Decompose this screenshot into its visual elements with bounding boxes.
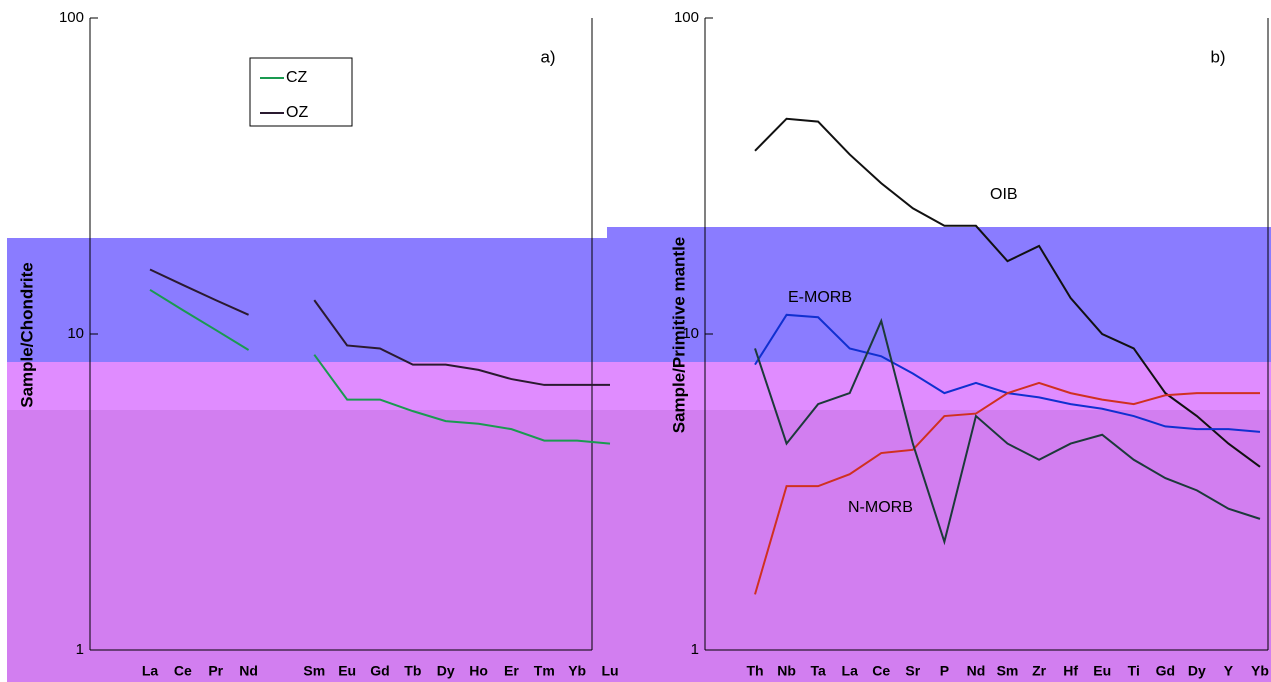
- series-line: [754, 317, 1261, 546]
- x-tick-label: Tm: [534, 663, 555, 679]
- x-tick-label: Er: [504, 663, 519, 679]
- x-tick-label: Nd: [967, 663, 986, 679]
- x-tick-label: Sr: [905, 663, 920, 679]
- series-label: E-MORB: [788, 289, 852, 306]
- series-label: OIB: [990, 186, 1018, 203]
- y-axis-label: Sample/Primitive mantle: [669, 237, 688, 434]
- x-tick-label: Tb: [404, 663, 421, 679]
- x-tick-label: Yb: [1251, 663, 1269, 679]
- x-tick-label: La: [142, 663, 159, 679]
- x-tick-label: Yb: [568, 663, 586, 679]
- overlay: [7, 238, 607, 370]
- legend-label: CZ: [286, 69, 308, 86]
- overlay: [7, 410, 1271, 682]
- y-tick-label: 10: [682, 325, 699, 342]
- x-tick-label: Sm: [303, 663, 325, 679]
- x-tick-label: Nb: [777, 663, 796, 679]
- legend-label: OZ: [286, 104, 308, 121]
- x-tick-label: Ho: [469, 663, 488, 679]
- x-tick-label: La: [842, 663, 859, 679]
- y-tick-label: 1: [691, 641, 699, 658]
- x-tick-label: Dy: [1188, 663, 1206, 679]
- y-tick-label: 1: [76, 641, 84, 658]
- series-line: [754, 117, 1261, 468]
- x-tick-label: Lu: [601, 663, 618, 679]
- panel-label: a): [540, 47, 555, 66]
- x-tick-label: Gd: [1156, 663, 1175, 679]
- overlay: [7, 362, 1271, 412]
- x-tick-label: Ti: [1128, 663, 1140, 679]
- y-tick-label: 10: [67, 325, 84, 342]
- x-tick-label: Eu: [338, 663, 356, 679]
- x-tick-label: Eu: [1093, 663, 1111, 679]
- series-line: [149, 288, 611, 445]
- x-tick-label: P: [940, 663, 949, 679]
- x-tick-label: Dy: [437, 663, 455, 679]
- x-tick-label: Y: [1224, 663, 1234, 679]
- y-tick-label: 100: [59, 9, 84, 26]
- series-line: [754, 381, 1260, 595]
- y-tick-label: 100: [674, 9, 699, 26]
- x-tick-label: Ce: [872, 663, 890, 679]
- x-tick-label: Zr: [1032, 663, 1047, 679]
- x-tick-label: Gd: [370, 663, 389, 679]
- x-tick-label: Hf: [1063, 663, 1078, 679]
- series-label: N-MORB: [848, 499, 913, 516]
- legend-box: [249, 57, 353, 127]
- overlay: [607, 227, 1271, 370]
- x-tick-label: Ta: [810, 663, 826, 679]
- x-tick-label: Ce: [174, 663, 192, 679]
- series-line: [149, 268, 610, 386]
- x-tick-label: Nd: [239, 663, 258, 679]
- x-tick-label: Th: [746, 663, 763, 679]
- panel-label: b): [1210, 47, 1225, 66]
- x-tick-label: Sm: [997, 663, 1019, 679]
- y-axis-label: Sample/Chondrite: [17, 262, 36, 407]
- x-tick-label: Pr: [208, 663, 223, 679]
